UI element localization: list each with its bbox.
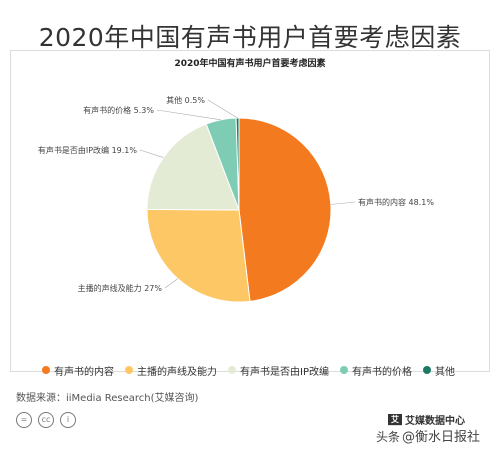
- brand: 艾 艾媒数据中心: [388, 412, 465, 427]
- cc-by-icon: i: [60, 412, 76, 428]
- legend-item: 其他: [422, 363, 455, 378]
- watermark-text: @衡水日报社: [402, 430, 481, 445]
- legend-label: 有声书的内容: [54, 366, 114, 378]
- legend-label: 有声书的价格: [351, 366, 412, 378]
- data-label: 主播的声线及能力 27%: [78, 283, 163, 293]
- legend-swatch: [422, 366, 431, 374]
- brand-name: 艾媒数据中心: [405, 416, 465, 427]
- legend-swatch: [125, 366, 133, 374]
- leader-line: [330, 201, 356, 205]
- legend-swatch: [228, 366, 236, 374]
- slice-content: [238, 117, 332, 302]
- chart-frame: [10, 50, 490, 372]
- watermark: 头条 @衡水日报社: [373, 425, 484, 446]
- leader-line: [207, 99, 238, 119]
- data-source: 数据来源：iiMedia Research(艾媒咨询): [16, 393, 199, 404]
- watermark-prefix: 头条: [376, 430, 401, 444]
- data-label: 有声书的内容 48.1%: [358, 197, 434, 207]
- legend-swatch: [42, 366, 50, 374]
- legend-item: 有声书的价格: [339, 363, 412, 378]
- data-label: 有声书的价格 5.3%: [83, 105, 154, 115]
- cc-icon: cc: [38, 412, 54, 428]
- cc-nd-icon: =: [16, 412, 32, 428]
- page-title: 2020年中国有声书用户首要考虑因素: [38, 23, 462, 52]
- leader-line: [164, 278, 178, 289]
- legend-item: 有声书是否由IP改编: [228, 363, 329, 378]
- legend-swatch: [339, 366, 348, 374]
- leader-line: [156, 109, 221, 121]
- leader-line: [139, 149, 164, 158]
- legend-label: 主播的声线及能力: [137, 366, 217, 378]
- slice-ip: [146, 123, 240, 211]
- legend-item: 主播的声线及能力: [125, 363, 217, 378]
- chart-title: 2020年中国有声书用户首要考虑因素: [174, 59, 326, 69]
- legend-label: 其他: [434, 366, 455, 378]
- data-label: 其他 0.5%: [166, 95, 205, 105]
- data-label: 有声书是否由IP改编 19.1%: [38, 145, 138, 155]
- legend-item: 有声书的内容: [42, 363, 114, 378]
- legend-label: 有声书是否由IP改编: [240, 366, 329, 378]
- slice-voice: [146, 208, 251, 303]
- chart-legend: 有声书的内容 主播的声线及能力 有声书是否由IP改编 有声书的价格 其他: [42, 363, 466, 378]
- license-icons: = cc i: [16, 412, 82, 428]
- brand-logo-icon: 艾: [388, 413, 402, 426]
